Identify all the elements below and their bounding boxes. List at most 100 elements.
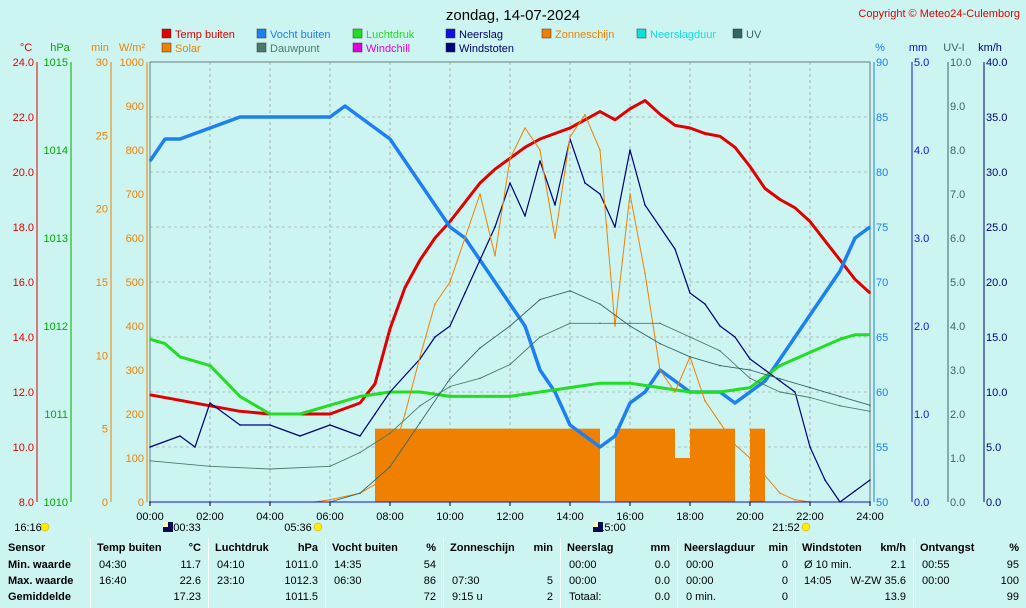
x-axis: 00:00 02:00 04:00 06:00 08:00 10:00 12:00 14:00…: [136, 502, 884, 523]
left-axis-tick: 10: [96, 350, 108, 362]
series-point: [269, 413, 271, 415]
series-point: [569, 136, 571, 138]
x-axis-tick: 14:00: [556, 511, 584, 523]
right-axis-tick: 15.0: [986, 332, 1007, 344]
x-axis-tick: 18:00: [676, 511, 704, 523]
right-axis-tick: 7.0: [950, 189, 965, 201]
stats-row-label: Sensor: [8, 542, 46, 554]
series-point: [584, 435, 586, 437]
sun-moon-markers: 16:16 00:33 05:36 15:00 21:52: [14, 522, 811, 534]
series-point: [764, 369, 766, 371]
left-axis-tick: 24.0: [13, 57, 34, 69]
series-point: [194, 446, 196, 448]
right-axis-tick: 50: [876, 497, 888, 509]
legend-label: Luchtdruk: [366, 29, 415, 41]
series-point: [389, 138, 391, 140]
stats-max-value: 22.6: [179, 575, 201, 587]
legend-swatch: [352, 28, 363, 39]
series-point: [479, 259, 481, 261]
right-axis-tick: 40.0: [986, 57, 1007, 69]
series-point: [479, 347, 481, 349]
series-point: [569, 290, 571, 292]
right-axis-tick: 25.0: [986, 222, 1007, 234]
sunshine-bar: [390, 428, 405, 502]
series-line: [149, 99, 872, 416]
series-point: [839, 338, 841, 341]
series-point: [509, 395, 511, 398]
left-axis-tick: 0: [102, 497, 108, 509]
x-axis-tick: 04:00: [256, 511, 284, 523]
series-point: [569, 127, 571, 129]
sunshine-bar: [420, 428, 435, 502]
series-lines: [148, 99, 872, 503]
legend-label: Dauwpunt: [270, 43, 320, 55]
series-point: [389, 461, 391, 464]
series-point: [509, 182, 511, 184]
series-point: [629, 322, 631, 325]
series-point: [749, 165, 751, 168]
chart-title: zondag, 14-07-2024: [446, 7, 580, 24]
sunshine-bar: [510, 428, 525, 502]
series-point: [749, 377, 751, 380]
legend-label: Neerslag: [459, 29, 503, 41]
stats-avg-label: Totaal:: [569, 591, 602, 603]
series-point: [644, 272, 646, 275]
stats-avg-value: 2: [546, 591, 553, 603]
left-axis-tick: 100: [126, 453, 144, 465]
series-point: [509, 363, 511, 366]
sunshine-bar: [555, 428, 570, 502]
series-point: [824, 292, 826, 294]
series-point: [644, 99, 646, 102]
stats-max-time: 06:30: [334, 575, 362, 587]
left-axis-tick: 300: [126, 365, 144, 377]
copyright[interactable]: Copyright © Meteo24-Culemborg: [858, 8, 1020, 20]
series-point: [629, 193, 631, 195]
series-point: [269, 468, 271, 470]
series-point: [149, 160, 151, 162]
series-point: [239, 395, 241, 398]
series-point: [359, 451, 361, 454]
series-point: [329, 499, 331, 501]
series-point: [689, 356, 691, 358]
series-point: [809, 396, 811, 399]
series-point: [494, 281, 496, 283]
sunset-icon: [801, 522, 811, 532]
series-point: [554, 132, 556, 135]
series-point: [344, 105, 346, 107]
stats-min-value: 54: [423, 559, 436, 571]
right-axis-tick: 85: [876, 112, 888, 124]
series-point: [269, 424, 271, 426]
x-axis-tick: 16:00: [616, 511, 644, 523]
left-axis-tick: 1014: [44, 145, 68, 157]
stats-header: Luchtdruk: [215, 542, 269, 554]
series-point: [239, 116, 241, 118]
series-point: [179, 399, 181, 402]
series-point: [689, 292, 691, 294]
left-axis-tick: 1012: [44, 321, 68, 333]
stats-unit: hPa: [297, 542, 318, 554]
marker-label: 00:33: [173, 522, 201, 534]
series-point: [794, 207, 796, 209]
stats-column: Neerslagduur min 00:00 0 00:00 0 0 min. 0: [677, 538, 796, 608]
series-point: [359, 435, 361, 437]
series-point: [779, 378, 781, 380]
series-point: [689, 336, 691, 338]
stats-max-value: 1012.3: [284, 575, 318, 587]
sunshine-bar: [690, 428, 705, 502]
series-point: [299, 116, 301, 118]
series-point: [149, 460, 151, 462]
left-axis-tick: 14.0: [13, 332, 34, 344]
series-point: [869, 226, 871, 228]
marker-label: 15:00: [598, 522, 626, 534]
sunshine-bar: [495, 428, 510, 502]
series-point: [779, 380, 781, 382]
left-axis-tick: 22.0: [13, 112, 34, 124]
series-point: [854, 490, 856, 492]
series-point: [674, 380, 676, 382]
series-point: [449, 395, 451, 398]
series-point: [749, 386, 751, 389]
series-point: [809, 314, 811, 316]
series-point: [389, 328, 391, 330]
series-point: [269, 116, 271, 118]
stats-max-value: W-ZW 35.6: [850, 575, 906, 587]
